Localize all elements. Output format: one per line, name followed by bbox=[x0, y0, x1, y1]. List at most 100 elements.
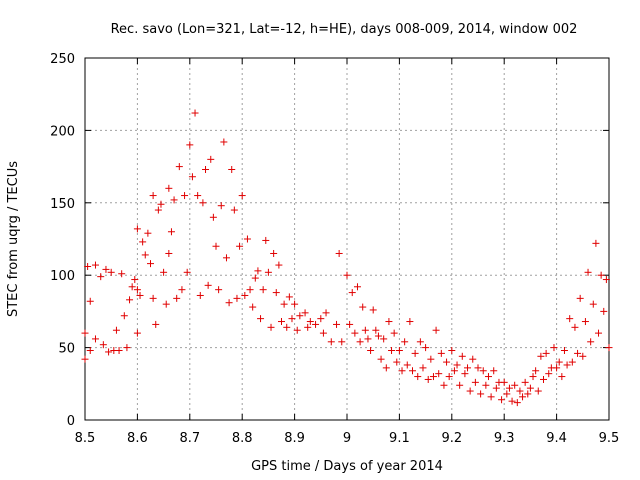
data-point bbox=[390, 329, 398, 337]
data-point bbox=[558, 373, 566, 381]
data-point bbox=[115, 346, 123, 354]
data-point bbox=[359, 303, 367, 311]
data-point bbox=[291, 300, 299, 308]
data-point bbox=[427, 355, 435, 363]
y-tick-label: 150 bbox=[50, 197, 75, 212]
data-point bbox=[443, 358, 451, 366]
data-point bbox=[319, 329, 327, 337]
x-tick-label: 9.4 bbox=[546, 431, 567, 446]
y-tick-label: 0 bbox=[67, 414, 75, 429]
data-point bbox=[487, 393, 495, 401]
data-point bbox=[419, 364, 427, 372]
data-point bbox=[285, 293, 293, 301]
data-point bbox=[482, 381, 490, 389]
data-point bbox=[254, 267, 262, 275]
data-point bbox=[508, 397, 516, 405]
data-point bbox=[382, 364, 390, 372]
data-point bbox=[275, 261, 283, 269]
data-point bbox=[167, 228, 175, 236]
data-points bbox=[81, 109, 613, 407]
data-point bbox=[414, 373, 422, 381]
data-point bbox=[466, 387, 474, 395]
data-point bbox=[432, 326, 440, 334]
data-point bbox=[322, 309, 330, 317]
data-point bbox=[380, 335, 388, 343]
data-point bbox=[521, 378, 529, 386]
data-point bbox=[233, 294, 241, 302]
data-point bbox=[160, 268, 168, 276]
data-point bbox=[513, 399, 521, 407]
data-point bbox=[173, 294, 181, 302]
data-point bbox=[133, 286, 141, 294]
data-point bbox=[165, 184, 173, 192]
data-point bbox=[123, 344, 131, 352]
data-point bbox=[464, 364, 472, 372]
x-tick-label: 9.1 bbox=[389, 431, 410, 446]
data-point bbox=[112, 326, 120, 334]
data-point bbox=[393, 358, 401, 366]
x-tick-label: 9.2 bbox=[441, 431, 462, 446]
data-point bbox=[542, 349, 550, 357]
data-point bbox=[490, 367, 498, 375]
data-point bbox=[209, 213, 217, 221]
data-point bbox=[293, 326, 301, 334]
data-point bbox=[450, 367, 458, 375]
data-point bbox=[448, 346, 456, 354]
data-point bbox=[377, 355, 385, 363]
data-point bbox=[403, 361, 411, 369]
data-point bbox=[241, 291, 249, 299]
data-point bbox=[288, 315, 296, 323]
y-tick-label: 200 bbox=[50, 124, 75, 139]
data-point bbox=[469, 355, 477, 363]
data-point bbox=[498, 396, 506, 404]
data-point bbox=[259, 286, 267, 294]
data-point bbox=[335, 249, 343, 257]
data-point bbox=[246, 286, 254, 294]
data-point bbox=[133, 329, 141, 337]
data-point bbox=[532, 367, 540, 375]
x-tick-label: 8.8 bbox=[232, 431, 253, 446]
data-point bbox=[545, 370, 553, 378]
data-point bbox=[183, 268, 191, 276]
data-point bbox=[97, 273, 105, 281]
data-point bbox=[437, 349, 445, 357]
data-point bbox=[429, 373, 437, 381]
data-point bbox=[86, 346, 94, 354]
data-point bbox=[568, 358, 576, 366]
data-point bbox=[484, 373, 492, 381]
y-tick-label: 50 bbox=[58, 342, 75, 357]
data-point bbox=[131, 276, 139, 284]
data-point bbox=[333, 320, 341, 328]
data-point bbox=[511, 381, 519, 389]
data-point bbox=[225, 299, 233, 307]
data-point bbox=[105, 348, 113, 356]
data-point bbox=[228, 165, 236, 173]
data-point bbox=[243, 235, 251, 243]
data-point bbox=[579, 352, 587, 360]
data-point bbox=[186, 141, 194, 149]
data-point bbox=[500, 378, 508, 386]
y-tick-label: 100 bbox=[50, 269, 75, 284]
data-point bbox=[267, 323, 275, 331]
y-axis-label: STEC from uqrg / TECUs bbox=[6, 161, 21, 317]
data-point bbox=[600, 307, 608, 315]
data-point bbox=[398, 367, 406, 375]
data-point bbox=[181, 192, 189, 200]
data-point bbox=[581, 318, 589, 326]
data-point bbox=[534, 387, 542, 395]
data-point bbox=[157, 200, 165, 208]
data-point bbox=[128, 283, 136, 291]
data-point bbox=[149, 294, 157, 302]
data-point bbox=[191, 109, 199, 117]
data-point bbox=[409, 367, 416, 375]
data-point bbox=[574, 349, 582, 357]
data-point bbox=[249, 303, 257, 311]
x-tick-label: 9.3 bbox=[494, 431, 515, 446]
data-point bbox=[424, 375, 432, 383]
data-point bbox=[270, 249, 278, 257]
data-point bbox=[251, 274, 259, 282]
data-point bbox=[178, 286, 186, 294]
grid-layer bbox=[85, 58, 609, 420]
data-point bbox=[595, 329, 603, 337]
data-point bbox=[540, 375, 547, 383]
